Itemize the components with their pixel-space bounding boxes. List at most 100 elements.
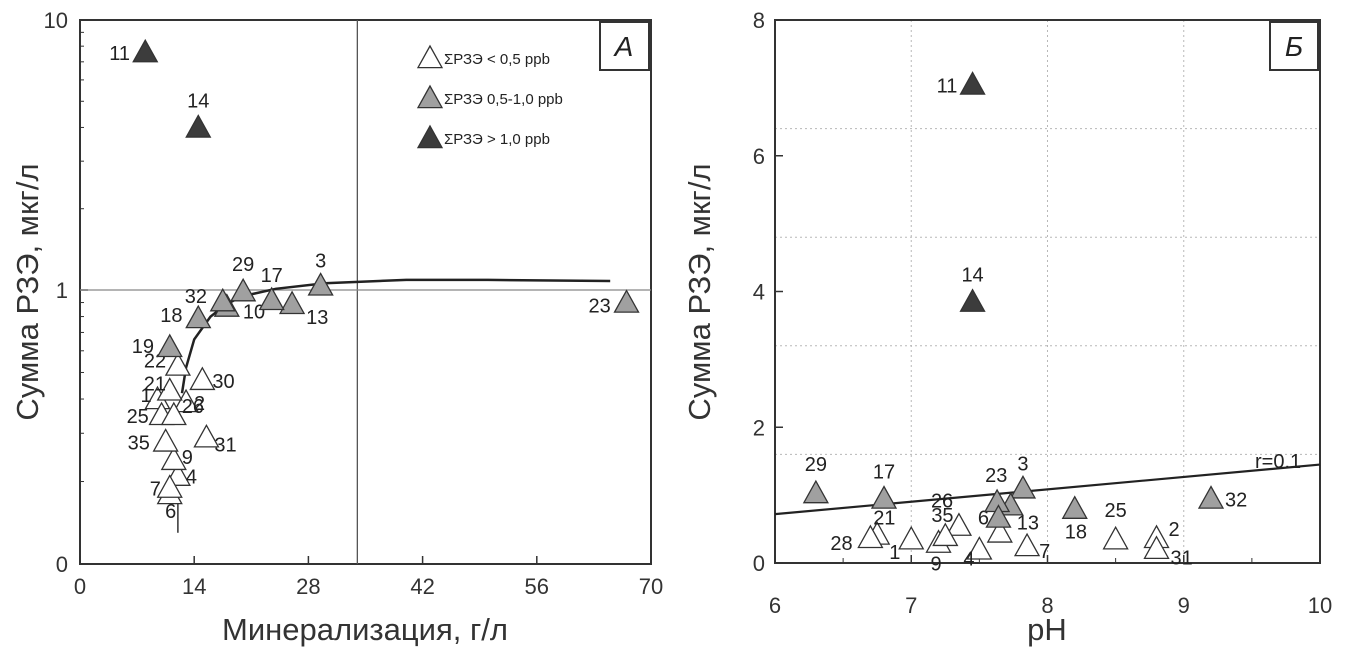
panel-b-x-axis-title: pH (1027, 612, 1067, 647)
panel-a-point-label-14: 14 (187, 90, 209, 112)
panel-a-point-label-3: 3 (315, 250, 326, 272)
panel-b-points: 1 2 46 7 9 21 25 26 28 31 35 3 13 17 18 23 29 32 11 14 (802, 71, 1247, 576)
panel-a-point-label-13: 13 (306, 307, 328, 329)
panel-a-point-label-29: 29 (232, 254, 254, 276)
panel-b-point-14 (959, 288, 986, 312)
panel-b-point-31 (1143, 535, 1170, 559)
panel-b-point-label-21: 21 (873, 507, 895, 529)
panel-a-x-tick-label: 56 (525, 574, 549, 599)
panel-b-letter: Б (1285, 31, 1303, 62)
panel-b-x-tick-label: 8 (1041, 593, 1053, 618)
panel-b-point-18 (1061, 495, 1088, 519)
panel-a-frame (79, 19, 652, 565)
panel-b-point-label-4: 4 (963, 548, 974, 570)
panel-b-x-tick-label: 6 (769, 593, 781, 618)
panel-a-x-tick-label: 42 (410, 574, 434, 599)
panel-b-y-tick-label: 4 (753, 280, 765, 305)
panel-a-legend-entry-mid: ΣРЗЭ 0,5-1,0 ppb (444, 91, 563, 108)
panel-a-letter: А (613, 31, 634, 62)
panel-a-y-tick-label: 10 (44, 8, 68, 33)
panel-b-point-label-31: 31 (1171, 548, 1193, 570)
panel-b-trend-line (774, 463, 1321, 516)
panel-a-point-label-9: 9 (182, 447, 193, 469)
panel-b-y-tick-label: 2 (753, 415, 765, 440)
panel-b-point-26 (945, 512, 973, 536)
panel-a-point-label-10: 10 (243, 302, 265, 324)
panel-b-point-label-35: 35 (931, 505, 953, 527)
panel-b-x-tick-label: 10 (1308, 593, 1332, 618)
panel-b-point-32 (1197, 485, 1225, 509)
panel-a-point-32 (209, 287, 236, 312)
panel-b-point-label-23: 23 (985, 465, 1007, 487)
panel-a-letter-box (599, 21, 650, 71)
panel-b-y-tick-label: 0 (753, 551, 765, 576)
panel-a-point-label-26: 26 (182, 396, 204, 418)
panel-b-point-17 (870, 485, 898, 509)
panel-b-point-28 (857, 524, 884, 549)
panel-b-y-tick-label: 6 (753, 144, 765, 169)
panel-a-point-label-4: 4 (186, 467, 197, 489)
panel-b-point-4 (966, 536, 993, 560)
panel-a-point-label-1: 1 (140, 385, 151, 407)
panel-b-point-label-9: 9 (931, 554, 942, 576)
panel-a-point-13 (278, 290, 306, 315)
panel-b-point-6 (986, 519, 1013, 543)
panel-a-y-axis-title: Сумма РЗЭ, мкг/л (10, 163, 45, 420)
panel-a-point-22 (164, 352, 191, 376)
panel-b-point-7 (1013, 532, 1041, 557)
panel-b-point-label-7: 7 (1039, 541, 1050, 563)
panel-b-y-axis-title: Сумма РЗЭ, мкг/л (682, 163, 717, 420)
panel-a-point-30 (189, 366, 216, 391)
panel-b-point-label-17: 17 (873, 462, 895, 484)
panel-a-point-label-2: 2 (194, 393, 205, 415)
panel-b-trend-line-path (774, 463, 1321, 516)
panel-a-point-14 (185, 114, 212, 138)
panel-b-point-label-6: 6 (978, 507, 989, 529)
panel-a-point-label-25: 25 (127, 406, 149, 428)
panel-b-point-35 (932, 522, 959, 547)
panel-a-point-label-21: 21 (144, 373, 166, 395)
panel-b-grid (775, 20, 1320, 563)
panel-a-point-18 (185, 304, 212, 329)
panel-a-x-tick-label: 28 (296, 574, 320, 599)
panel-a-point-label-18: 18 (160, 305, 182, 327)
panel-a-point-label-32: 32 (185, 286, 207, 308)
panel-a-legend-marker-high (416, 124, 444, 149)
panel-a-point-21 (156, 377, 183, 401)
panel-a-x-tick-label: 70 (639, 574, 663, 599)
panel-a-point-label-23: 23 (589, 296, 611, 318)
panel-a-legend-entry-high: ΣРЗЭ > 1,0 ppb (444, 131, 550, 148)
panel-b-x-tick-label: 9 (1178, 593, 1190, 618)
panel-a-point-7 (156, 474, 183, 498)
panel-a-point-19 (156, 333, 183, 358)
panel-a-point-35 (152, 428, 179, 452)
panel-a-point-3 (307, 272, 334, 296)
panel-b-point-label-28: 28 (830, 533, 852, 555)
panel-a-point-label-35: 35 (128, 432, 150, 454)
panel-a-point-label-31: 31 (214, 434, 236, 456)
panel-a-point-label-19: 19 (132, 336, 154, 358)
panel-b-point-label-32: 32 (1225, 490, 1247, 512)
panel-a-point-label-11: 11 (109, 43, 130, 65)
panel-a-point-2 (172, 388, 200, 413)
panel-a-point-label-7: 7 (150, 479, 161, 501)
panel-a-point-11 (132, 38, 159, 63)
panel-b-point-label-13: 13 (1017, 512, 1039, 534)
panel-b-trend-label: r=0.1 (1255, 451, 1301, 473)
panel-b-point-label-3: 3 (1017, 453, 1028, 475)
panel-b-point-25 (1102, 525, 1129, 550)
panel-a-y-tick-label: 0 (56, 552, 68, 577)
panel-a-point-29 (230, 277, 257, 302)
panel-b-point-label-25: 25 (1105, 500, 1127, 522)
panel-b-point-label-11: 11 (937, 75, 958, 97)
panel-b-point-label-18: 18 (1065, 522, 1087, 544)
panel-a-point-label-6: 6 (165, 501, 176, 523)
panel-a-point-17 (258, 286, 285, 311)
panel-a-point-31 (193, 423, 220, 448)
panel-a-point-9 (160, 446, 187, 471)
